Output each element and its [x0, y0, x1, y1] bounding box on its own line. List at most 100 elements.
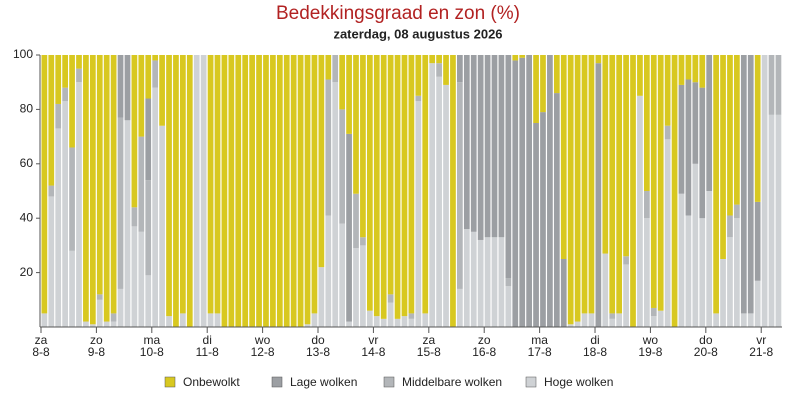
bar-segment	[643, 55, 650, 191]
bar-segment	[69, 147, 75, 251]
bar-segment	[609, 55, 616, 314]
bar-segment	[353, 55, 359, 194]
bar-segment	[76, 55, 82, 69]
bar-segment	[325, 79, 332, 216]
bar-segment	[547, 55, 553, 327]
x-tick-label: 15-8	[417, 345, 441, 359]
bar-segment	[242, 55, 249, 327]
bar-segment	[408, 55, 415, 314]
x-tick-label: 10-8	[140, 345, 164, 359]
bar-segment	[519, 55, 526, 58]
bar-segment	[138, 55, 145, 137]
bar-segment	[727, 215, 733, 238]
legend-swatch	[271, 376, 283, 388]
bar-segment	[595, 63, 602, 327]
bar-segment	[394, 318, 401, 327]
bar-segment	[727, 55, 733, 216]
bar-segment	[290, 55, 297, 327]
bar-segment	[62, 101, 69, 328]
bar-segment	[699, 55, 706, 88]
bar-segment	[76, 82, 82, 327]
bar-segment	[346, 55, 352, 134]
bar-segment	[380, 55, 387, 319]
bar-segment	[145, 55, 152, 99]
x-tick-label: 9-8	[88, 345, 106, 359]
x-tick-label: 19-8	[638, 345, 662, 359]
bar-segment	[463, 55, 470, 230]
x-tick-label: 12-8	[251, 345, 275, 359]
bar-segment	[567, 324, 574, 327]
bar-segment	[734, 204, 740, 219]
legend-swatch	[525, 376, 537, 388]
bar-segment	[616, 55, 623, 314]
bar-segment	[740, 313, 747, 327]
bar-segment	[366, 55, 373, 311]
x-tick-label: zo	[478, 333, 491, 347]
x-tick-label: zo	[90, 333, 103, 347]
bar-segment	[643, 191, 650, 219]
bar-segment	[671, 55, 678, 327]
bar-segment	[526, 55, 532, 327]
bar-segment	[560, 259, 567, 327]
bar-segment	[685, 55, 692, 80]
bar-segment	[484, 55, 491, 238]
bar-segment	[574, 321, 581, 327]
bar-segment	[193, 55, 200, 327]
bar-segment	[505, 286, 512, 327]
x-tick-label: di	[203, 333, 212, 347]
bar-segment	[401, 316, 408, 327]
y-tick-label: 40	[20, 210, 34, 224]
bar-segment	[699, 218, 706, 327]
bar-segment	[588, 313, 595, 327]
bar-segment	[270, 55, 276, 327]
bar-segment	[574, 55, 581, 322]
bar-segment	[581, 55, 588, 314]
bar-segment	[48, 185, 55, 197]
bar-segment	[207, 313, 214, 327]
bar-segment	[436, 76, 442, 327]
bar-segment	[346, 133, 352, 322]
bar-segment	[602, 55, 609, 254]
bar-segment	[387, 294, 394, 303]
bar-segment	[401, 55, 408, 317]
legend-label: Hoge wolken	[544, 375, 613, 389]
bar-segment	[159, 125, 165, 327]
bar-segment	[657, 310, 664, 327]
legend-label: Middelbare wolken	[402, 375, 502, 389]
bar-segment	[436, 63, 442, 77]
bar-segment	[124, 120, 131, 327]
x-tick-label: 11-8	[196, 345, 219, 359]
bar-segment	[48, 55, 55, 186]
bar-segment	[228, 55, 235, 327]
bar-segment	[263, 55, 269, 327]
bar-segment	[221, 55, 228, 327]
bar-segment	[159, 55, 165, 126]
x-tick-label: ma	[143, 333, 160, 347]
legend-label: Onbewolkt	[183, 375, 240, 389]
bar-segment	[173, 55, 179, 327]
bar-segment	[498, 237, 505, 327]
bar-segment	[408, 313, 415, 319]
bar-segment	[138, 231, 145, 327]
bar-segment	[186, 55, 193, 327]
y-tick-label: 60	[20, 156, 34, 170]
bar-segment	[214, 55, 221, 314]
bar-segment	[761, 55, 768, 327]
bar-segment	[339, 109, 346, 224]
bar-segment	[83, 55, 89, 322]
bar-segment	[346, 321, 352, 327]
bar-segment	[664, 125, 671, 140]
bar-segment	[387, 302, 394, 327]
bar-segment	[650, 307, 657, 317]
bar-segment	[484, 237, 491, 327]
bar-segment	[360, 245, 366, 327]
bar-segment	[491, 55, 498, 238]
bar-segment	[332, 55, 339, 83]
bar-segment	[491, 237, 498, 327]
legend-swatch	[383, 376, 395, 388]
bar-segment	[747, 55, 754, 314]
bar-segment	[457, 82, 463, 289]
bar-segment	[256, 55, 262, 327]
bar-segment	[768, 114, 775, 327]
